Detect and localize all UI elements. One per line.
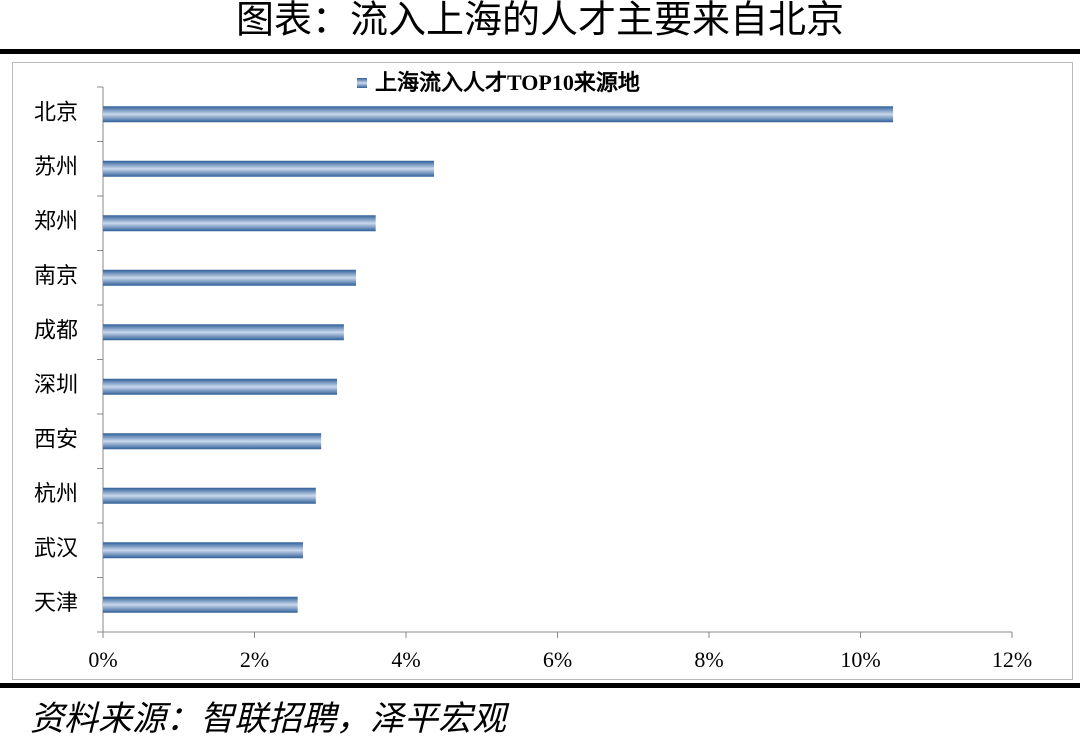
x-tick-label: 8% <box>694 647 723 672</box>
bottom-rule <box>0 683 1080 688</box>
y-tick-label: 西安 <box>34 426 78 451</box>
y-tick-label: 天津 <box>34 590 78 615</box>
bar <box>103 378 338 395</box>
legend-swatch <box>357 78 367 88</box>
x-tick-label: 0% <box>88 647 117 672</box>
bar <box>103 542 303 559</box>
bar <box>103 269 357 286</box>
bar <box>103 324 344 341</box>
top-rule <box>0 49 1080 54</box>
y-tick-label: 武汉 <box>34 535 78 560</box>
y-tick-label: 深圳 <box>34 372 78 397</box>
bar <box>103 106 894 123</box>
bar <box>103 215 376 232</box>
source-note: 资料来源：智联招聘，泽平宏观 <box>30 701 510 738</box>
bar <box>103 596 298 613</box>
x-tick-label: 2% <box>240 647 269 672</box>
y-tick-label: 杭州 <box>34 481 78 506</box>
x-tick-label: 12% <box>992 647 1032 672</box>
y-tick-label: 南京 <box>34 263 78 288</box>
x-tick-label: 6% <box>543 647 572 672</box>
y-tick-label: 成都 <box>34 317 78 342</box>
page-title: 图表：流入上海的人才主要来自北京 <box>236 0 844 42</box>
chart-frame <box>12 62 1073 680</box>
y-tick-label: 北京 <box>34 99 78 124</box>
bar <box>103 433 322 450</box>
x-tick-label: 10% <box>840 647 880 672</box>
y-tick-label: 郑州 <box>34 208 78 233</box>
bar <box>103 160 435 177</box>
legend-label: 上海流入人才TOP10来源地 <box>375 70 640 95</box>
x-tick-label: 4% <box>391 647 420 672</box>
bar <box>103 487 316 504</box>
y-tick-label: 苏州 <box>34 154 78 179</box>
